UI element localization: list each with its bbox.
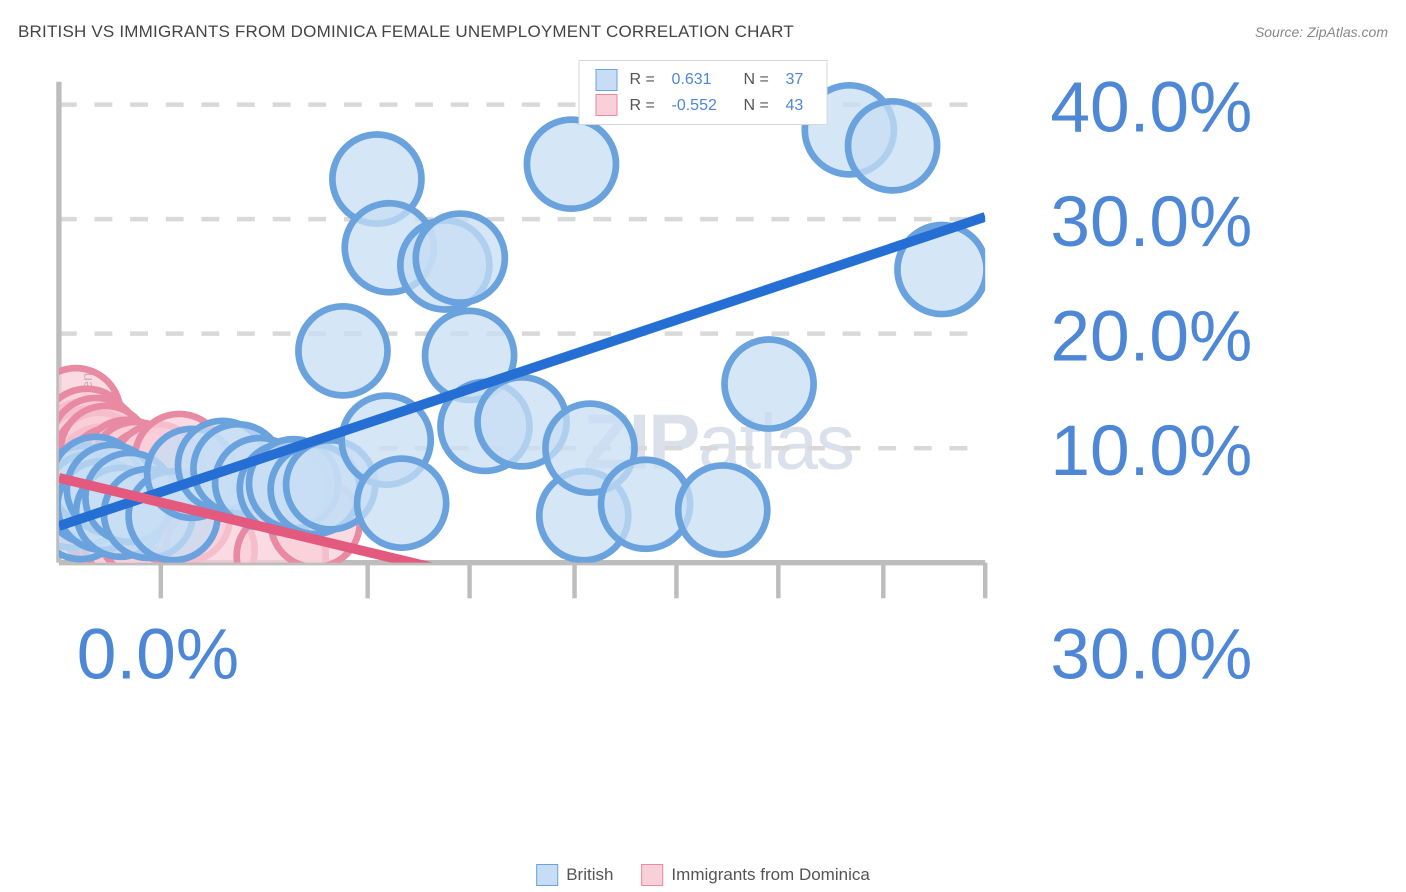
legend-label-british: British: [566, 865, 613, 885]
legend-row-british: R = 0.631 N = 37: [596, 67, 811, 93]
scatter-chart: 10.0% 20.0% 30.0% 40.0% 0.0% 30.0%: [50, 55, 1386, 723]
svg-text:10.0%: 10.0%: [1050, 411, 1252, 491]
n-value-british: 37: [786, 67, 811, 93]
r-value-dominica: -0.552: [672, 93, 732, 119]
swatch-dominica: [596, 94, 618, 116]
legend-label-dominica: Immigrants from Dominica: [671, 865, 869, 885]
swatch-british: [596, 69, 618, 91]
swatch-british-icon: [536, 864, 558, 886]
r-value-british: 0.631: [672, 67, 732, 93]
chart-title: BRITISH VS IMMIGRANTS FROM DOMINICA FEMA…: [18, 22, 794, 42]
svg-text:40.0%: 40.0%: [1050, 67, 1252, 147]
n-value-dominica: 43: [786, 93, 811, 119]
series-legend: British Immigrants from Dominica: [536, 864, 870, 886]
legend-row-dominica: R = -0.552 N = 43: [596, 93, 811, 119]
svg-text:20.0%: 20.0%: [1050, 296, 1252, 376]
svg-text:30.0%: 30.0%: [1050, 614, 1252, 694]
swatch-dominica-icon: [641, 864, 663, 886]
svg-text:30.0%: 30.0%: [1050, 182, 1252, 262]
source-attribution: Source: ZipAtlas.com: [1255, 24, 1388, 40]
plot-area: ZIPatlas 10.0%20.0%30.0%40.0%0.0%30.0%: [50, 55, 1386, 862]
svg-text:0.0%: 0.0%: [77, 614, 239, 694]
correlation-legend: R = 0.631 N = 37 R = -0.552 N = 43: [579, 60, 828, 125]
legend-item-dominica: Immigrants from Dominica: [641, 864, 869, 886]
legend-item-british: British: [536, 864, 613, 886]
